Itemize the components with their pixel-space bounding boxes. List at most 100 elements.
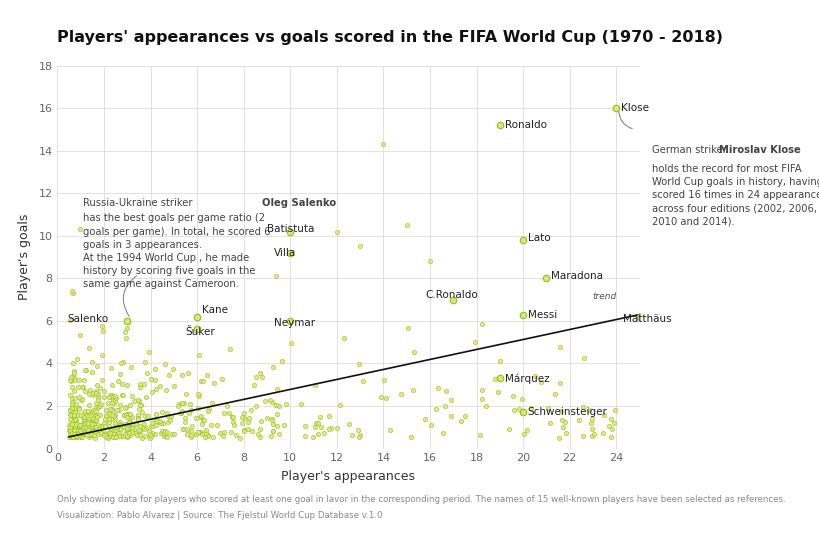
Point bbox=[65, 427, 78, 435]
Point bbox=[74, 428, 87, 437]
Point bbox=[173, 408, 186, 417]
Point bbox=[90, 381, 103, 389]
Point bbox=[124, 417, 137, 426]
Point bbox=[74, 421, 87, 429]
Point bbox=[82, 418, 95, 427]
Point bbox=[260, 414, 274, 422]
Point bbox=[210, 420, 224, 429]
Point bbox=[266, 427, 279, 435]
Point bbox=[215, 375, 229, 383]
Point bbox=[88, 408, 101, 417]
Point bbox=[351, 359, 364, 368]
Point bbox=[77, 412, 90, 421]
Point bbox=[103, 405, 116, 414]
Point bbox=[444, 396, 457, 405]
Point bbox=[166, 365, 179, 374]
Point bbox=[195, 420, 208, 428]
Text: Matthäus: Matthäus bbox=[622, 314, 671, 324]
Point bbox=[73, 375, 86, 384]
Point bbox=[86, 416, 99, 425]
Point bbox=[75, 395, 88, 404]
Point bbox=[107, 427, 120, 435]
Point bbox=[186, 422, 199, 430]
Text: Visualization: Pablo Alvarez | Source: The Fjelstul World Cup Database v.1.0: Visualization: Pablo Alvarez | Source: T… bbox=[57, 511, 382, 520]
Point bbox=[89, 416, 102, 424]
Point bbox=[125, 423, 138, 432]
Point bbox=[554, 416, 568, 424]
Point bbox=[137, 380, 150, 389]
Point bbox=[70, 432, 83, 440]
Point bbox=[265, 431, 278, 440]
Point bbox=[77, 376, 90, 385]
Point bbox=[85, 388, 98, 397]
Point bbox=[119, 327, 132, 336]
Point bbox=[93, 384, 106, 393]
Point bbox=[176, 424, 189, 433]
Point bbox=[190, 325, 203, 334]
Point bbox=[85, 427, 98, 435]
Point bbox=[79, 423, 93, 432]
Point bbox=[146, 387, 159, 396]
Point bbox=[269, 272, 283, 281]
Point bbox=[158, 432, 171, 440]
Point bbox=[502, 424, 515, 433]
Point bbox=[163, 416, 176, 424]
Point bbox=[242, 424, 255, 433]
Point bbox=[63, 429, 76, 438]
Point bbox=[89, 399, 102, 408]
Point bbox=[229, 430, 242, 439]
Point bbox=[89, 422, 102, 431]
Point bbox=[138, 432, 152, 440]
Point bbox=[275, 357, 288, 366]
Point bbox=[283, 248, 296, 257]
Point bbox=[64, 428, 77, 437]
Point bbox=[178, 414, 191, 423]
Point bbox=[120, 410, 133, 419]
Point bbox=[605, 424, 618, 433]
Point bbox=[283, 317, 296, 325]
Point bbox=[445, 412, 458, 421]
Point bbox=[159, 386, 172, 394]
Point bbox=[96, 430, 109, 439]
Point bbox=[167, 429, 180, 438]
Point bbox=[468, 337, 481, 346]
Point bbox=[75, 411, 88, 420]
Point bbox=[102, 399, 115, 408]
Point bbox=[71, 430, 84, 439]
Point bbox=[182, 409, 195, 417]
Point bbox=[87, 405, 100, 414]
Point bbox=[159, 359, 172, 368]
Point bbox=[200, 371, 213, 380]
Point bbox=[237, 426, 250, 434]
Point bbox=[279, 399, 292, 408]
Point bbox=[184, 405, 197, 414]
Point bbox=[120, 334, 133, 342]
Point bbox=[138, 412, 152, 421]
Point bbox=[65, 398, 78, 406]
Point bbox=[68, 421, 81, 430]
Point bbox=[140, 392, 153, 401]
Point bbox=[119, 403, 132, 412]
Text: Márquez: Márquez bbox=[504, 373, 549, 383]
Point bbox=[383, 425, 396, 434]
Point bbox=[577, 354, 590, 363]
Point bbox=[84, 423, 97, 432]
Point bbox=[66, 288, 79, 297]
Point bbox=[129, 420, 143, 429]
Point bbox=[322, 412, 335, 421]
Point bbox=[98, 415, 111, 423]
Point bbox=[89, 386, 102, 395]
Point bbox=[516, 236, 529, 245]
Point bbox=[78, 366, 91, 375]
Point bbox=[123, 419, 136, 428]
Point bbox=[66, 429, 79, 438]
Point bbox=[194, 376, 207, 385]
Point bbox=[632, 312, 645, 321]
Point bbox=[105, 364, 118, 373]
Point bbox=[310, 419, 323, 428]
Point bbox=[91, 395, 104, 404]
Point bbox=[106, 433, 119, 441]
Point bbox=[226, 418, 239, 427]
Text: Klose: Klose bbox=[620, 103, 648, 113]
Point bbox=[82, 421, 95, 429]
